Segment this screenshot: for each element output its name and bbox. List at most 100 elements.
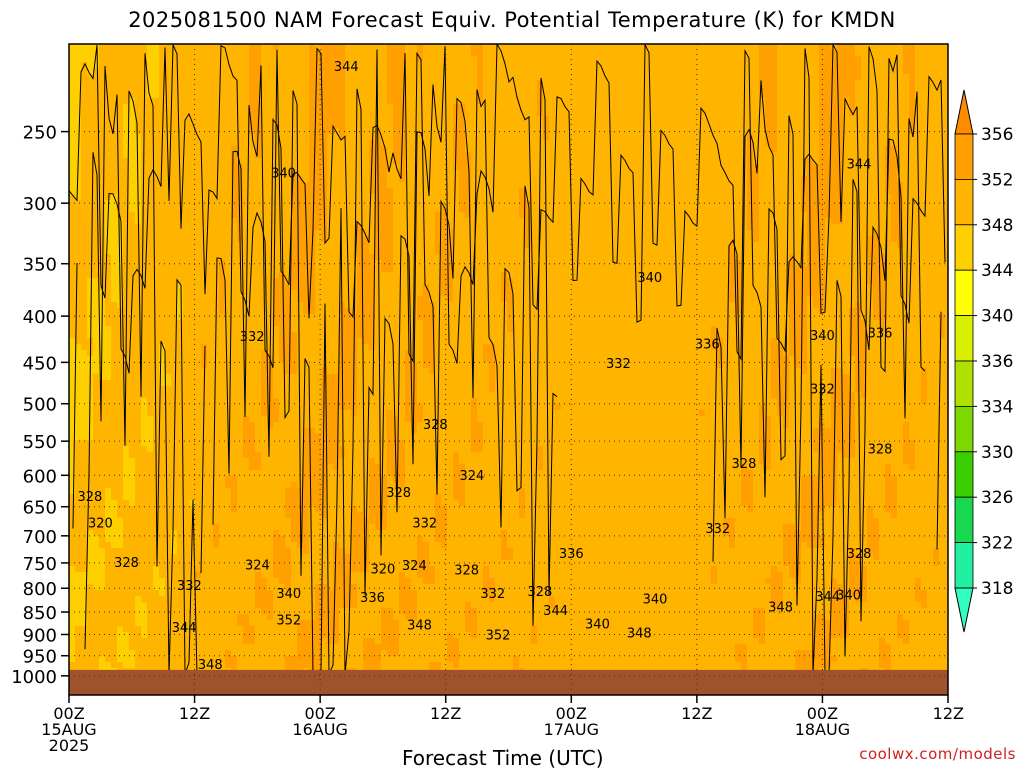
heatmap-cell bbox=[117, 242, 124, 249]
heatmap-cell bbox=[339, 278, 346, 285]
heatmap-cell bbox=[243, 620, 250, 627]
heatmap-cell bbox=[129, 392, 136, 399]
heatmap-cell bbox=[177, 260, 184, 267]
heatmap-cell bbox=[249, 110, 256, 117]
heatmap-cell bbox=[195, 326, 202, 333]
heatmap-cell bbox=[225, 470, 232, 477]
heatmap-cell bbox=[321, 230, 328, 237]
heatmap-cell bbox=[243, 128, 250, 135]
heatmap-cell bbox=[315, 566, 322, 573]
heatmap-cell bbox=[333, 494, 340, 501]
heatmap-cell bbox=[123, 104, 130, 111]
heatmap-cell bbox=[135, 80, 142, 87]
heatmap-cell bbox=[213, 464, 220, 471]
heatmap-cell bbox=[279, 128, 286, 135]
heatmap-cell bbox=[321, 110, 328, 117]
heatmap-cell bbox=[261, 206, 268, 213]
heatmap-cell bbox=[99, 626, 106, 633]
heatmap-cell bbox=[297, 104, 304, 111]
heatmap-cell bbox=[279, 86, 286, 93]
heatmap-cell bbox=[327, 506, 334, 513]
heatmap-cell bbox=[123, 62, 130, 69]
heatmap-cell bbox=[333, 212, 340, 219]
heatmap-cell bbox=[279, 434, 286, 441]
heatmap-cell bbox=[69, 404, 76, 411]
heatmap-cell bbox=[333, 410, 340, 417]
heatmap-cell bbox=[75, 494, 82, 501]
heatmap-cell bbox=[225, 62, 232, 69]
heatmap-cell bbox=[195, 578, 202, 585]
heatmap-cell bbox=[99, 236, 106, 243]
heatmap-cell bbox=[195, 338, 202, 345]
heatmap-cell bbox=[291, 488, 298, 495]
heatmap-cell bbox=[237, 128, 244, 135]
heatmap-cell bbox=[195, 80, 202, 87]
heatmap-cell bbox=[285, 530, 292, 537]
heatmap-cell bbox=[111, 644, 118, 651]
heatmap-cell bbox=[309, 458, 316, 465]
heatmap-cell bbox=[81, 548, 88, 555]
heatmap-cell bbox=[171, 488, 178, 495]
heatmap-cell bbox=[201, 530, 208, 537]
heatmap-cell bbox=[255, 602, 262, 609]
heatmap-cell bbox=[81, 632, 88, 639]
heatmap-cell bbox=[303, 518, 310, 525]
heatmap-cell bbox=[165, 278, 172, 285]
heatmap-cell bbox=[147, 602, 154, 609]
heatmap-cell bbox=[123, 398, 130, 405]
heatmap-cell bbox=[207, 386, 214, 393]
heatmap-cell bbox=[153, 620, 160, 627]
heatmap-cell bbox=[297, 356, 304, 363]
heatmap-cell bbox=[297, 302, 304, 309]
heatmap-cell bbox=[123, 656, 130, 663]
heatmap-cell bbox=[81, 638, 88, 645]
heatmap-cell bbox=[201, 296, 208, 303]
heatmap-cell bbox=[279, 566, 286, 573]
heatmap-cell bbox=[87, 434, 94, 441]
heatmap-cell bbox=[135, 302, 142, 309]
heatmap-cell bbox=[153, 404, 160, 411]
heatmap-cell bbox=[105, 122, 112, 129]
heatmap-cell bbox=[177, 632, 184, 639]
heatmap-cell bbox=[213, 62, 220, 69]
heatmap-cell bbox=[267, 608, 274, 615]
heatmap-cell bbox=[171, 590, 178, 597]
heatmap-cell bbox=[267, 614, 274, 621]
heatmap-cell bbox=[99, 260, 106, 267]
heatmap-cell bbox=[105, 74, 112, 81]
heatmap-cell bbox=[117, 230, 124, 237]
heatmap-cell bbox=[309, 656, 316, 663]
heatmap-cell bbox=[201, 482, 208, 489]
heatmap-cell bbox=[321, 140, 328, 147]
heatmap-cell bbox=[243, 74, 250, 81]
heatmap-cell bbox=[75, 542, 82, 549]
heatmap-cell bbox=[219, 374, 226, 381]
heatmap-cell bbox=[261, 464, 268, 471]
heatmap-cell bbox=[183, 392, 190, 399]
heatmap-cell bbox=[219, 560, 226, 567]
heatmap-cell bbox=[207, 110, 214, 117]
heatmap-cell bbox=[195, 206, 202, 213]
heatmap-cell bbox=[129, 68, 136, 75]
heatmap-cell bbox=[147, 224, 154, 231]
heatmap-cell bbox=[75, 470, 82, 477]
heatmap-cell bbox=[285, 296, 292, 303]
heatmap-cell bbox=[297, 392, 304, 399]
heatmap-cell bbox=[315, 122, 322, 129]
heatmap-cell bbox=[183, 260, 190, 267]
heatmap-cell bbox=[225, 242, 232, 249]
heatmap-cell bbox=[87, 116, 94, 123]
heatmap-cell bbox=[291, 524, 298, 531]
heatmap-cell bbox=[339, 536, 346, 543]
heatmap-cell bbox=[69, 434, 76, 441]
heatmap-cell bbox=[81, 446, 88, 453]
heatmap-cell bbox=[279, 422, 286, 429]
heatmap-cell bbox=[117, 206, 124, 213]
heatmap-cell bbox=[87, 308, 94, 315]
heatmap-cell bbox=[213, 224, 220, 231]
heatmap-cell bbox=[231, 302, 238, 309]
heatmap-cell bbox=[291, 428, 298, 435]
heatmap-cell bbox=[129, 344, 136, 351]
heatmap-cell bbox=[267, 410, 274, 417]
heatmap-cell bbox=[201, 164, 208, 171]
